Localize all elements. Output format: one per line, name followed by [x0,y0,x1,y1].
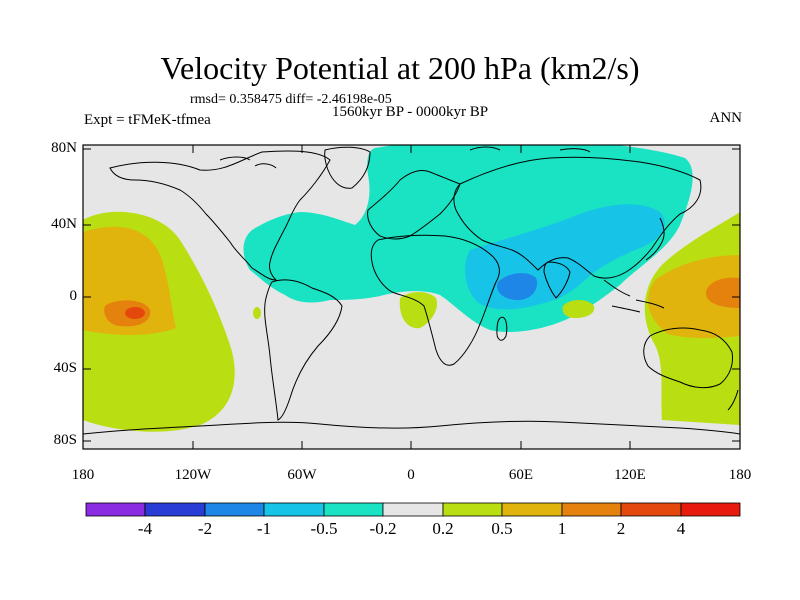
colorbar [85,502,741,517]
colorbar-box-3 [204,502,265,517]
colorbar-box-8 [501,502,563,517]
colorbar-box-4 [263,502,325,517]
colorbar-label-2: -2 [197,519,213,538]
north-america-coast [109,150,331,281]
africa-coast [370,234,500,366]
lon-label-120e: 120E [614,467,646,483]
colorbar-box-7 [442,502,503,517]
colorbar-box-11 [680,502,741,517]
south-america-positive-dot [253,307,261,319]
eurasia-negative-region [243,145,693,332]
australia-coast [643,327,733,389]
lat-label-40n: 40N [51,216,77,232]
africa-strong-negative-region [497,273,538,300]
colorbar-label-6: 0.2 [432,519,454,538]
lon-label-0: 0 [407,467,415,483]
greenland-coast [324,146,371,189]
lat-label-80s: 80S [53,432,77,448]
experiment-label: Expt = tFMeK-tfmea [84,112,211,128]
southeast-asia-islands [603,279,665,313]
japan-coast [645,217,665,261]
pacific-west-core-region [125,307,145,319]
colorbar-label-9: 2 [616,519,626,538]
indian-ocean-positive-patch [562,300,595,318]
lat-label-0: 0 [69,288,78,304]
map-plot-area [83,145,740,449]
antarctica-coast [83,420,740,435]
lon-label-120w: 120W [174,467,212,483]
asia-coast [453,156,702,279]
colorbar-label-7: 0.5 [491,519,513,538]
colorbar-box-9 [561,502,622,517]
coastlines [83,146,740,435]
season-label: ANN [709,110,743,126]
colorbar-box-5 [323,502,384,517]
colorbar-label-4: -0.5 [310,519,338,538]
pacific-east-moderate-region [648,255,740,338]
pacific-east-strong-region [705,277,740,308]
arctic-islands [219,146,591,169]
colorbar-label-1: -4 [137,519,153,538]
lat-label-80n: 80N [51,140,77,156]
new-zealand-coast [727,389,739,411]
colorbar-label-8: 1 [557,519,567,538]
europe-coast [367,169,461,240]
colorbar-box-1 [85,502,146,517]
lat-label-40s: 40S [53,360,77,376]
india-coast [543,261,571,299]
axis-ticks [82,145,741,449]
south-america-coast [264,279,343,421]
lon-label-60e: 60E [508,467,534,483]
colorbar-label-10: 4 [676,519,686,538]
colorbar-box-6 [382,502,444,517]
colorbar-box-10 [620,502,682,517]
lon-label-180e: 180 [728,467,752,483]
lon-label-180w: 180 [71,467,95,483]
colorbar-box-2 [144,502,206,517]
colorbar-label-5: -0.2 [369,519,397,538]
stats-text: rmsd= 0.358475 diff= -2.46198e-05 [190,92,392,107]
colorbar-label-3: -1 [256,519,272,538]
period-label: 1560kyr BP - 0000kyr BP [331,104,489,120]
lon-label-60w: 60W [287,467,317,483]
madagascar-coast [496,316,508,341]
plot-title: Velocity Potential at 200 hPa (km2/s) [160,50,640,86]
